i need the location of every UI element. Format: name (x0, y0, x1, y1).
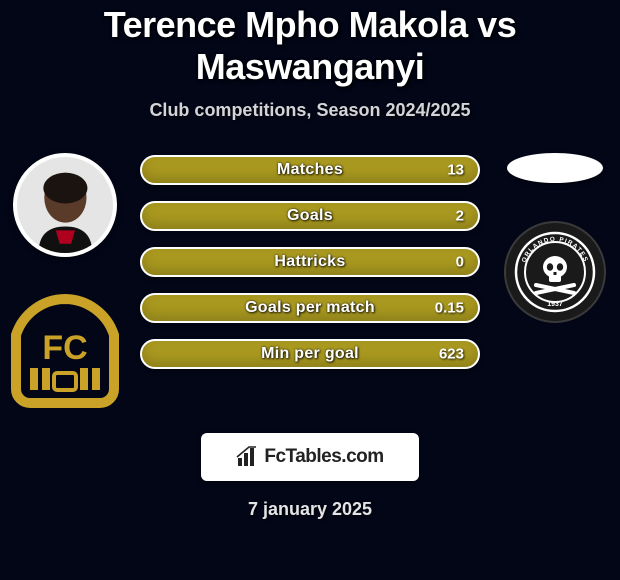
stat-bar-hattricks: Hattricks 0 (140, 247, 480, 277)
right-player-avatar-placeholder (507, 153, 603, 183)
stat-label: Matches (277, 161, 343, 179)
stat-value-right: 0 (456, 254, 464, 271)
right-player-column: ORLANDO PIRATES 1937 (490, 155, 620, 323)
footer-brand-box: FcTables.com (201, 433, 419, 481)
title: Terence Mpho Makola vs Maswanganyi (0, 4, 620, 88)
footer-brand-text: FcTables.com (264, 446, 383, 468)
stat-bar-goals-per-match: Goals per match 0.15 (140, 293, 480, 323)
bar-chart-icon (236, 446, 258, 468)
left-player-avatar (13, 153, 117, 257)
stat-value-right: 0.15 (435, 300, 464, 317)
stat-label: Goals per match (245, 299, 375, 317)
left-club-logo: FC (6, 293, 124, 411)
body-row: FC Matches 13 Goals 2 Hattricks (0, 155, 620, 411)
stat-bar-goals: Goals 2 (140, 201, 480, 231)
date-text: 7 january 2025 (0, 499, 620, 520)
subtitle: Club competitions, Season 2024/2025 (0, 100, 620, 121)
player-headshot-icon (27, 167, 104, 253)
svg-text:FC: FC (42, 329, 87, 367)
stats-bars: Matches 13 Goals 2 Hattricks 0 Goals per… (140, 155, 480, 369)
comparison-card: Terence Mpho Makola vs Maswanganyi Club … (0, 0, 620, 520)
stat-label: Hattricks (274, 253, 345, 271)
left-player-column: FC (0, 155, 130, 411)
cape-town-city-logo-icon: FC (6, 293, 124, 411)
right-club-logo: ORLANDO PIRATES 1937 (504, 221, 606, 323)
stat-value-right: 13 (447, 162, 464, 179)
stat-value-right: 2 (456, 208, 464, 225)
stat-bar-matches: Matches 13 (140, 155, 480, 185)
svg-text:1937: 1937 (547, 301, 563, 308)
stat-value-right: 623 (439, 346, 464, 363)
orlando-pirates-logo-icon: ORLANDO PIRATES 1937 (504, 221, 606, 323)
stat-bar-min-per-goal: Min per goal 623 (140, 339, 480, 369)
stat-label: Min per goal (261, 345, 359, 363)
stat-label: Goals (287, 207, 333, 225)
